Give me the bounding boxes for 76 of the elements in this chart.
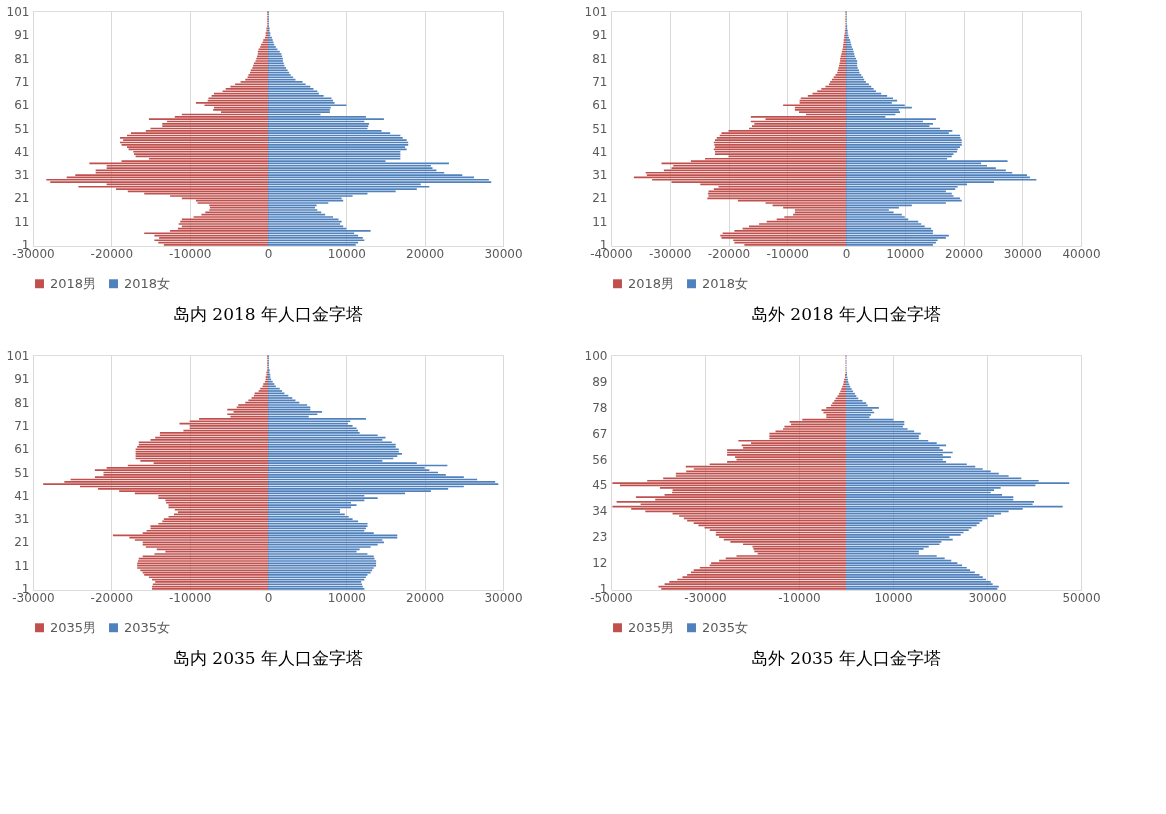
y-tick-label: 11 xyxy=(14,214,30,229)
legend-label: 2018男 xyxy=(50,275,97,291)
x-tick-label: -10000 xyxy=(778,590,821,605)
y-tick-label: 41 xyxy=(592,144,608,159)
y-tick-label: 71 xyxy=(592,74,608,89)
y-tick-label: 45 xyxy=(592,478,608,493)
x-tick-label: 50000 xyxy=(1062,590,1101,605)
y-tick-label: 23 xyxy=(592,530,608,545)
y-tick-label: 51 xyxy=(14,465,30,480)
text: 岛外 2018 年人口金字塔 xyxy=(750,304,942,324)
y-tick-label: 12 xyxy=(592,556,608,571)
y-tick-label: 11 xyxy=(592,214,608,229)
x-tick-label: 20000 xyxy=(406,590,445,605)
x-tick-label: 30000 xyxy=(968,590,1007,605)
y-tick-label: 61 xyxy=(14,442,30,457)
x-tick-label: 0 xyxy=(264,590,273,605)
x-tick-label: 10000 xyxy=(874,590,913,605)
y-tick-label: 100 xyxy=(584,349,608,364)
y-tick-label: 21 xyxy=(14,191,30,206)
y-tick-label: 31 xyxy=(14,168,30,183)
legend-label: 2018女 xyxy=(702,275,749,291)
y-tick-label: 101 xyxy=(6,5,30,20)
y-tick-label: 31 xyxy=(592,168,608,183)
x-tick-label: -20000 xyxy=(90,246,134,261)
y-tick-label: 71 xyxy=(14,74,30,89)
x-tick-label: 0 xyxy=(264,246,273,261)
x-tick-label: -20000 xyxy=(90,590,134,605)
y-tick-label: 81 xyxy=(14,395,30,410)
y-tick-label: 91 xyxy=(592,28,608,43)
x-tick-label: 30000 xyxy=(484,590,523,605)
y-tick-label: 91 xyxy=(14,372,30,387)
y-tick-label: 41 xyxy=(14,488,30,503)
y-tick-label: 101 xyxy=(584,5,608,20)
x-tick-label: 0 xyxy=(842,246,851,261)
text: 岛内 2018 年人口金字塔 xyxy=(172,304,364,324)
legend-label: 2035男 xyxy=(628,619,675,635)
y-tick-label: 81 xyxy=(14,51,30,66)
x-tick-label: -20000 xyxy=(707,246,751,261)
x-tick-label: 20000 xyxy=(944,246,984,261)
y-tick-label: 81 xyxy=(592,51,608,66)
y-tick-label: 56 xyxy=(592,452,608,467)
legend-label: 2018女 xyxy=(124,275,171,291)
y-tick-label: 91 xyxy=(14,28,30,43)
y-tick-label: 61 xyxy=(14,98,30,113)
x-tick-label: 30000 xyxy=(1003,246,1042,261)
legend-label: 2035女 xyxy=(124,619,171,635)
x-tick-label: 10000 xyxy=(886,246,925,261)
y-tick-label: 51 xyxy=(592,121,608,136)
y-tick-label: 11 xyxy=(14,558,30,573)
y-tick-label: 21 xyxy=(14,535,30,550)
y-tick-label: 101 xyxy=(6,349,30,364)
x-tick-label: -10000 xyxy=(168,590,212,605)
y-tick-label: 51 xyxy=(14,121,30,136)
y-tick-label: 89 xyxy=(592,374,608,389)
y-tick-label: 34 xyxy=(592,504,608,519)
x-tick-label: -30000 xyxy=(684,590,727,605)
text: 岛内 2035 年人口金字塔 xyxy=(172,648,364,668)
x-tick-label: 10000 xyxy=(327,246,366,261)
y-tick-label: 71 xyxy=(14,418,30,433)
y-tick-label: 31 xyxy=(14,512,30,527)
x-tick-label: 30000 xyxy=(484,246,523,261)
y-tick-label: 67 xyxy=(592,426,608,441)
y-tick-label: 41 xyxy=(14,144,30,159)
legend-label: 2018男 xyxy=(628,275,675,291)
y-tick-label: 78 xyxy=(592,400,608,415)
legend-label: 2035女 xyxy=(702,619,749,635)
x-tick-label: 40000 xyxy=(1062,246,1101,261)
y-tick-label: 21 xyxy=(592,191,608,206)
x-tick-label: -10000 xyxy=(168,246,212,261)
text: 岛外 2035 年人口金字塔 xyxy=(750,648,942,668)
x-tick-label: 20000 xyxy=(406,246,445,261)
x-tick-label: -10000 xyxy=(766,246,810,261)
y-tick-label: 61 xyxy=(592,98,608,113)
x-tick-label: -30000 xyxy=(648,246,692,261)
legend-label: 2035男 xyxy=(50,619,97,635)
x-tick-label: 10000 xyxy=(327,590,366,605)
